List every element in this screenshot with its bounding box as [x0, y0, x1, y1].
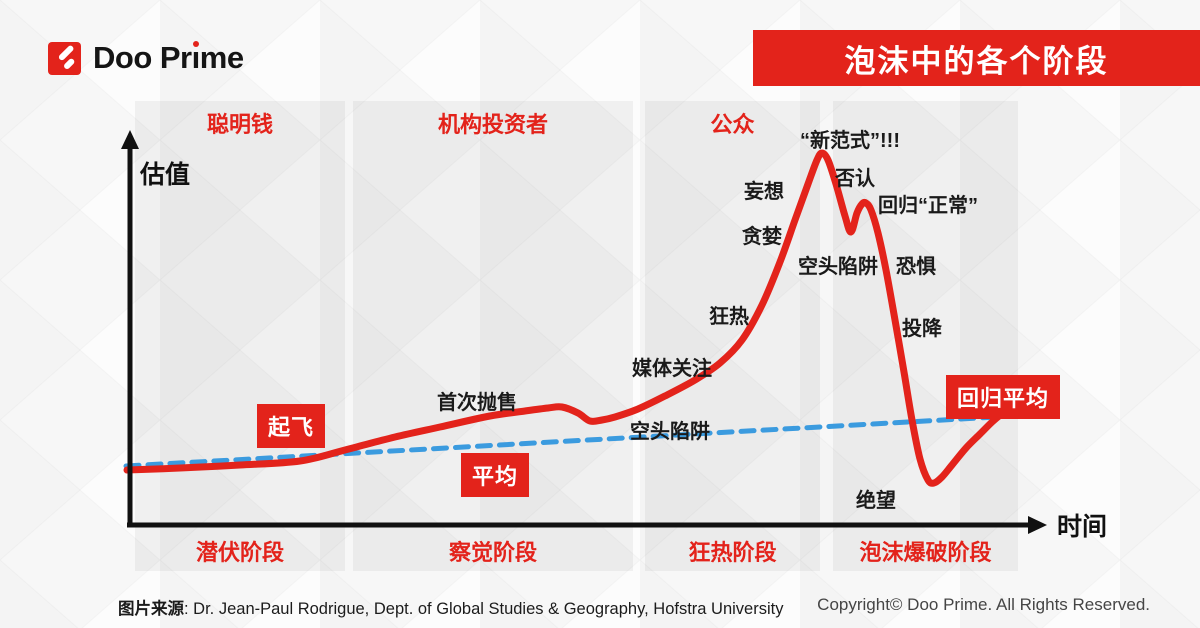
curve-annotation: 媒体关注: [632, 358, 712, 380]
curve-badge: 平均: [461, 453, 530, 497]
y-axis-label: 估值: [140, 161, 191, 189]
curve-annotation: 绝望: [856, 490, 896, 512]
mean-dashed-line: [123, 414, 1000, 469]
phase-label-blowoff: 泡沫爆破阶段: [859, 540, 992, 565]
logo-slash-icon: [62, 57, 76, 70]
phase-band-mania: [645, 101, 820, 571]
valuation-curve: [123, 149, 1003, 487]
curve-annotation: 否认: [835, 168, 875, 190]
investor-label-smart-money: 聪明钱: [206, 112, 273, 137]
phase-band-stealth: [135, 101, 345, 571]
curve-annotation: 回归“正常”: [878, 195, 978, 217]
phase-label-awareness: 察觉阶段: [448, 540, 537, 565]
doo-prime-logo-icon: [48, 41, 81, 75]
copyright-text: Copyright© Doo Prime. All Rights Reserve…: [817, 595, 1150, 614]
y-axis-arrow-icon: [121, 130, 139, 149]
curve-annotation: 狂热: [709, 306, 749, 328]
phase-label-stealth: 潜伏阶段: [195, 540, 284, 565]
image-source-credit: 图片来源: Dr. Jean-Paul Rodrigue, Dept. of G…: [118, 600, 784, 618]
curve-annotation: 首次抛售: [437, 392, 517, 414]
curve-annotation: 妄想: [744, 181, 784, 203]
phase-band-blowoff: [833, 101, 1018, 571]
curve-annotation: 空头陷阱: [798, 256, 878, 278]
curve-annotation: “新范式”!!!: [800, 130, 900, 152]
investor-label-institutional: 机构投资者: [437, 112, 548, 137]
curve-annotation: 投降: [902, 318, 942, 340]
curve-badge: 起飞: [257, 404, 326, 448]
title-banner: 泡沫中的各个阶段: [753, 30, 1200, 86]
curve-badge: 回归平均: [946, 375, 1061, 419]
doo-prime-logo: Doo Prı me: [48, 40, 244, 76]
curve-annotation: 空头陷阱: [630, 421, 710, 443]
i-dot-icon: [192, 41, 199, 47]
x-axis-arrow-icon: [1028, 516, 1047, 534]
page-title: 泡沫中的各个阶段: [844, 43, 1109, 79]
investor-label-public: 公众: [710, 112, 755, 137]
curve-annotation: 恐惧: [896, 256, 936, 278]
x-axis-label: 时间: [1057, 513, 1108, 541]
brand-name: Doo Prı me: [93, 40, 244, 75]
phase-label-mania: 狂热阶段: [688, 540, 777, 565]
curve-annotation: 贪婪: [742, 226, 782, 248]
